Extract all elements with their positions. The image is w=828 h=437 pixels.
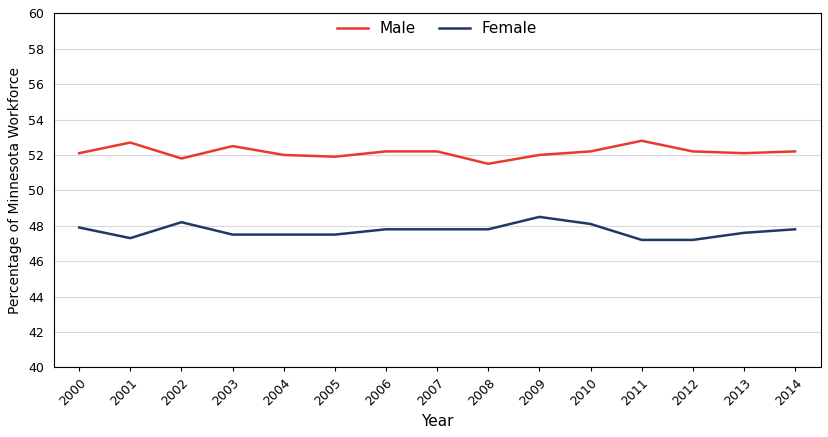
Male: [278, 153, 288, 158]
Male: [483, 161, 493, 166]
Female: [585, 222, 595, 227]
Female: [228, 232, 238, 237]
Y-axis label: Percentage of Minnesota Workforce: Percentage of Minnesota Workforce: [8, 67, 22, 314]
Female: [330, 232, 339, 237]
Male: [687, 149, 697, 154]
Female: [381, 227, 391, 232]
Male: [789, 149, 799, 154]
Female: [431, 227, 441, 232]
Male: [228, 143, 238, 149]
Female: [75, 225, 84, 230]
X-axis label: Year: Year: [421, 414, 453, 429]
Male: [738, 151, 748, 156]
Male: [176, 156, 186, 161]
Line: Male: Male: [79, 141, 794, 164]
Female: [687, 237, 697, 243]
Male: [125, 140, 135, 145]
Female: [789, 227, 799, 232]
Male: [431, 149, 441, 154]
Male: [534, 153, 544, 158]
Female: [176, 219, 186, 225]
Female: [125, 236, 135, 241]
Legend: Male, Female: Male, Female: [337, 21, 537, 36]
Male: [381, 149, 391, 154]
Male: [330, 154, 339, 160]
Female: [534, 214, 544, 219]
Female: [483, 227, 493, 232]
Female: [278, 232, 288, 237]
Female: [738, 230, 748, 236]
Male: [636, 138, 646, 143]
Male: [75, 151, 84, 156]
Male: [585, 149, 595, 154]
Line: Female: Female: [79, 217, 794, 240]
Female: [636, 237, 646, 243]
